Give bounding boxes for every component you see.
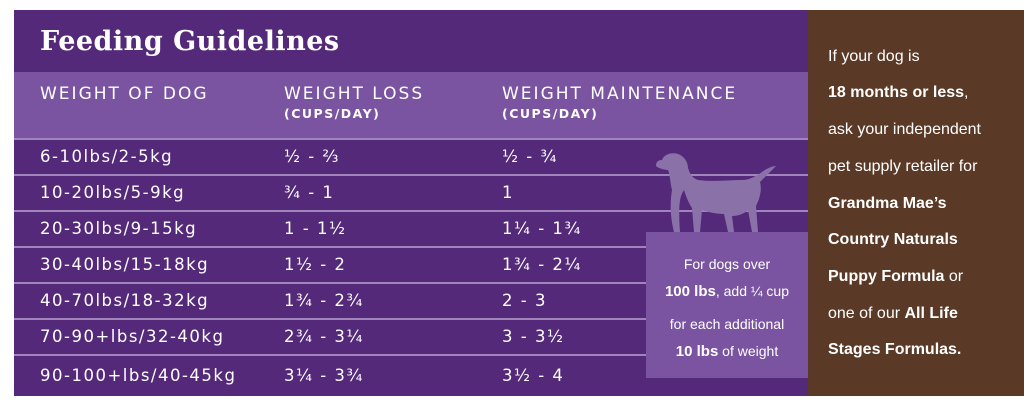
header-weight: WEIGHT OF DOG [40,84,209,104]
side-line-4: pet supply retailer for [828,158,978,175]
cell-maint: 1 [502,183,514,202]
cell-weight: 20-30lbs/9-15kg [40,219,198,238]
table-row: 20-30lbs/9-15kg 1 - 1½ 1¼ - 1¾ [14,210,808,248]
side-line-7: Puppy Formula or [828,268,964,285]
dog-silhouette-icon [656,153,776,232]
cell-loss: 3¼ - 3¾ [284,366,364,385]
cell-weight: 10-20lbs/5-9kg [40,183,186,202]
note-line-4: 10 lbs of weight [675,343,779,360]
side-line-9: Stages Formulas. [828,341,962,358]
table-row: 6-10lbs/2-5kg ½ - ⅔ ½ - ¾ [14,138,808,176]
side-line-1: If your dog is [828,48,920,65]
cell-weight: 90-100+lbs/40-45kg [40,366,237,385]
cell-loss: 2¾ - 3¼ [284,327,364,346]
side-line-3: ask your independent [828,121,981,138]
side-line-8: one of our All Life [828,305,958,322]
cell-maint: 3 - 3½ [502,327,565,346]
cell-maint: 2 - 3 [502,291,547,310]
header-weight-loss: WEIGHT LOSS (CUPS/DAY) [284,84,425,121]
cell-loss: 1½ - 2 [284,255,347,274]
page-title: Feeding Guidelines [40,26,340,57]
side-line-5: Grandma Mae’s [828,195,947,212]
table-row: 30-40lbs/15-18kg 1½ - 2 1¾ - 2¼ [14,246,808,284]
cell-weight: 70-90+lbs/32-40kg [40,327,225,346]
note-line-2: 100 lbs, add ¼ cup [664,283,790,300]
table-row: 40-70lbs/18-32kg 1¾ - 2¾ 2 - 3 [14,282,808,320]
cell-maint: 1¾ - 2¼ [502,255,582,274]
note-line-1: For dogs over [683,256,771,272]
puppy-sidebar: If your dog is 18 months or less, ask yo… [808,10,1024,396]
cell-loss: 1¾ - 2¾ [284,291,364,310]
cell-maint: 3½ - 4 [502,366,565,385]
note-line-3: for each additional [669,316,785,332]
cell-weight: 6-10lbs/2-5kg [40,147,174,166]
table-row: 10-20lbs/5-9kg ¾ - 1 1 [14,174,808,212]
side-line-6: Country Naturals [828,231,958,248]
cell-maint: ½ - ¾ [502,147,558,166]
cell-loss: ¾ - 1 [284,183,335,202]
cell-loss: ½ - ⅔ [284,147,340,166]
cell-weight: 30-40lbs/15-18kg [40,255,210,274]
cell-maint: 1¼ - 1¾ [502,219,582,238]
cell-weight: 40-70lbs/18-32kg [40,291,210,310]
table-row: 90-100+lbs/40-45kg 3¼ - 3¾ 3½ - 4 [14,354,808,396]
large-dog-note: For dogs over 100 lbs, add ¼ cup for eac… [646,232,808,378]
cell-loss: 1 - 1½ [284,219,347,238]
table-header: WEIGHT OF DOG WEIGHT LOSS (CUPS/DAY) WEI… [14,72,808,138]
table-row: 70-90+lbs/32-40kg 2¾ - 3¼ 3 - 3½ [14,318,808,356]
side-line-2: 18 months or less, [828,84,969,101]
header-weight-maintenance: WEIGHT MAINTENANCE (CUPS/DAY) [502,84,738,121]
